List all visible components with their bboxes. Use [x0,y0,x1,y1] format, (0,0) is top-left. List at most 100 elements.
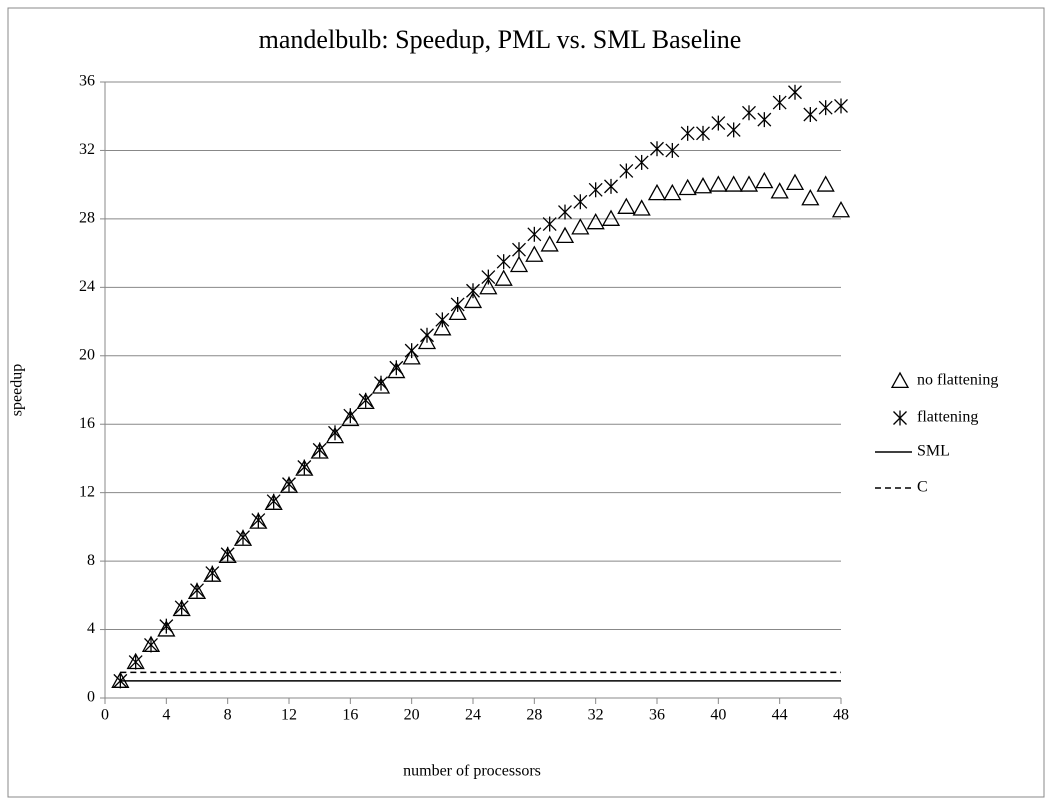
point [297,459,312,475]
point [325,426,345,444]
point [586,212,605,230]
point [389,360,404,376]
point [663,183,682,201]
point [343,408,358,424]
point [709,175,728,192]
x-tick-label: 0 [101,707,109,724]
y-tick-label: 0 [87,689,95,706]
point [203,565,222,582]
legend-marker [893,410,907,426]
point [174,599,189,615]
legend-marker [890,371,910,389]
point [328,425,342,441]
y-tick-label: 36 [79,73,95,90]
point [742,105,756,121]
point [450,296,465,312]
point [542,216,557,232]
point [251,512,266,528]
x-tick-label: 20 [404,707,420,724]
legend-label: flattening [917,409,978,426]
y-tick-label: 32 [79,141,95,158]
point [634,154,649,170]
point [512,242,526,258]
x-tick-label: 24 [465,707,481,724]
point [540,235,559,252]
point [726,122,741,138]
point [374,375,388,391]
point [466,283,480,299]
point [187,582,207,599]
point [696,125,710,141]
x-tick-label: 44 [772,707,788,724]
y-tick-label: 8 [87,552,95,569]
point [785,173,805,191]
point [341,409,360,427]
point [310,442,329,459]
point [680,125,695,141]
point [647,183,667,201]
point [387,361,406,379]
point [772,95,787,111]
x-tick-label: 40 [710,707,726,724]
legend-label: no flattening [917,372,998,389]
chart-border [7,7,1045,798]
point [650,141,664,157]
point [264,493,283,510]
point [558,204,572,220]
point [448,303,467,321]
point [233,529,253,546]
point [604,178,618,194]
legend-label: C [917,479,928,496]
point [205,565,220,581]
point [159,618,174,634]
point [266,493,281,509]
point [356,392,375,410]
x-tick-label: 28 [526,707,542,724]
point [816,175,835,192]
chart-title: mandelbulb: Speedup, PML vs. SML Baselin… [259,25,742,54]
point [757,112,772,128]
point [711,115,726,131]
x-tick-label: 4 [162,707,170,724]
point [496,254,511,270]
point [601,209,621,226]
point [788,84,802,100]
point [157,620,176,637]
point [803,107,818,122]
point [527,226,542,242]
point [358,392,373,408]
point [573,194,588,210]
point [494,269,513,286]
y-tick-label: 24 [79,278,95,295]
point [433,319,452,336]
point [463,291,483,309]
x-tick-label: 16 [342,707,358,724]
point [555,226,575,244]
point [479,277,498,295]
point [724,175,743,192]
point [128,654,143,670]
point [619,163,634,179]
point [801,189,820,206]
point [218,546,237,564]
point [435,312,450,328]
point [665,142,680,158]
point [190,582,204,598]
point [282,476,296,492]
point [371,377,391,394]
point [295,459,314,476]
point [312,442,327,458]
point [617,197,636,214]
point [420,327,434,343]
point [834,98,848,114]
x-tick-label: 12 [281,707,297,724]
point [693,177,713,194]
point [678,178,697,196]
point [770,182,789,199]
y-tick-label: 16 [79,415,95,432]
point [144,637,158,653]
y-tick-label: 20 [79,346,95,363]
x-tick-label: 36 [649,707,665,724]
